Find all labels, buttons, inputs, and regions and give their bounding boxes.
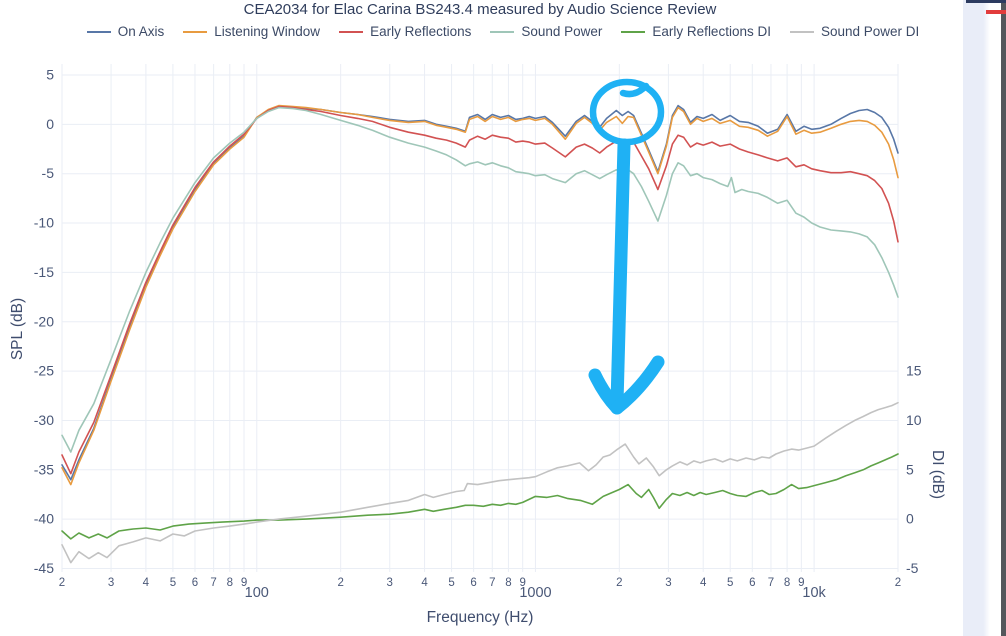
- series-on-axis: [61, 104, 899, 481]
- series-sound-power-di: [61, 401, 899, 564]
- y-left-tick-label: -35: [34, 461, 54, 477]
- x-axis-title: Frequency (Hz): [426, 609, 534, 626]
- legend-item-early-reflections-di[interactable]: Early Reflections DI: [621, 24, 771, 39]
- y-left-tick-label: -40: [34, 511, 54, 527]
- x-minor-tick-label: 2: [337, 577, 343, 589]
- x-minor-tick-label: 5: [727, 577, 733, 589]
- y-right-tick-label: 15: [906, 363, 922, 379]
- legend-label: Early Reflections DI: [652, 24, 771, 39]
- top-right-red-fragment: [986, 10, 1006, 14]
- x-major-tick-label: 10k: [802, 585, 826, 601]
- y-left-tick-label: -20: [34, 313, 54, 329]
- x-major-tick-label: 100: [245, 585, 269, 601]
- x-minor-tick-label: 5: [448, 577, 454, 589]
- x-minor-tick-label: 3: [665, 577, 671, 589]
- x-minor-tick-label: 7: [210, 577, 216, 589]
- x-minor-tick-label: 6: [749, 577, 755, 589]
- legend-item-early-reflections[interactable]: Early Reflections: [339, 24, 471, 39]
- x-minor-tick-label: 4: [700, 577, 707, 589]
- y-left-tick-label: -15: [34, 264, 54, 280]
- y-left-tick-label: -45: [34, 560, 54, 576]
- x-minor-tick-label: 2: [616, 577, 622, 589]
- legend-item-sound-power[interactable]: Sound Power: [490, 24, 602, 39]
- x-minor-tick-label: 3: [108, 577, 114, 589]
- y-right-tick-label: 5: [906, 461, 914, 477]
- legend-swatch: [789, 30, 814, 33]
- legend-swatch: [86, 30, 111, 33]
- legend-swatch: [183, 30, 208, 33]
- x-minor-tick-label: 5: [170, 577, 176, 589]
- y-left-tick-label: 5: [46, 67, 54, 83]
- chart-title: CEA2034 for Elac Carina BS243.4 measured…: [243, 1, 717, 18]
- x-minor-tick-label: 7: [768, 577, 774, 589]
- y-axis-title-left: SPL (dB): [9, 297, 26, 361]
- series-listening-window: [61, 104, 899, 486]
- top-right-bar-fragment: [966, 0, 1006, 3]
- series-early-reflections-di: [61, 453, 899, 540]
- x-minor-tick-label: 4: [421, 577, 428, 589]
- y-left-tick-label: -25: [34, 363, 54, 379]
- legend-swatch: [339, 30, 364, 33]
- y-axis-title-right: DI (dB): [929, 450, 946, 500]
- page-scroll-strip[interactable]: [963, 0, 990, 636]
- window-right-edge: [1001, 0, 1006, 636]
- x-minor-tick-label: 9: [241, 577, 247, 589]
- x-minor-tick-label: 6: [192, 577, 198, 589]
- y-right-tick-label: -5: [906, 560, 919, 576]
- series-sound-power: [61, 106, 899, 453]
- y-left-tick-label: -5: [42, 165, 55, 181]
- legend-item-sound-power-di[interactable]: Sound Power DI: [789, 24, 920, 39]
- x-minor-tick-label: 4: [143, 577, 150, 589]
- legend-swatch: [490, 30, 515, 33]
- legend-label: Early Reflections: [370, 24, 472, 39]
- x-minor-tick-label: 8: [784, 577, 790, 589]
- series-early-reflections: [61, 105, 899, 475]
- chart-legend: On Axis Listening Window Early Reflections…: [0, 24, 1006, 39]
- legend-item-on-axis[interactable]: On Axis: [86, 24, 165, 39]
- y-left-tick-label: -30: [34, 412, 54, 428]
- x-minor-tick-label: 3: [387, 577, 393, 589]
- x-minor-tick-label: 2: [895, 577, 901, 589]
- legend-label: Sound Power: [521, 24, 603, 39]
- y-right-tick-label: 10: [906, 412, 922, 428]
- legend-swatch: [621, 30, 646, 33]
- x-minor-tick-label: 7: [489, 577, 495, 589]
- x-minor-tick-label: 2: [59, 577, 65, 589]
- x-major-tick-label: 1000: [519, 585, 551, 601]
- x-minor-tick-label: 6: [470, 577, 476, 589]
- y-right-tick-label: 0: [906, 511, 914, 527]
- x-minor-tick-label: 9: [798, 577, 804, 589]
- x-minor-tick-label: 8: [227, 577, 233, 589]
- y-left-tick-label: -10: [34, 215, 54, 231]
- legend-item-listening-window[interactable]: Listening Window: [183, 24, 320, 39]
- legend-label: Sound Power DI: [820, 24, 920, 39]
- legend-label: Listening Window: [214, 24, 321, 39]
- y-left-tick-label: 0: [46, 116, 54, 132]
- x-minor-tick-label: 8: [505, 577, 511, 589]
- legend-label: On Axis: [117, 24, 165, 39]
- x-minor-tick-label: 9: [519, 577, 525, 589]
